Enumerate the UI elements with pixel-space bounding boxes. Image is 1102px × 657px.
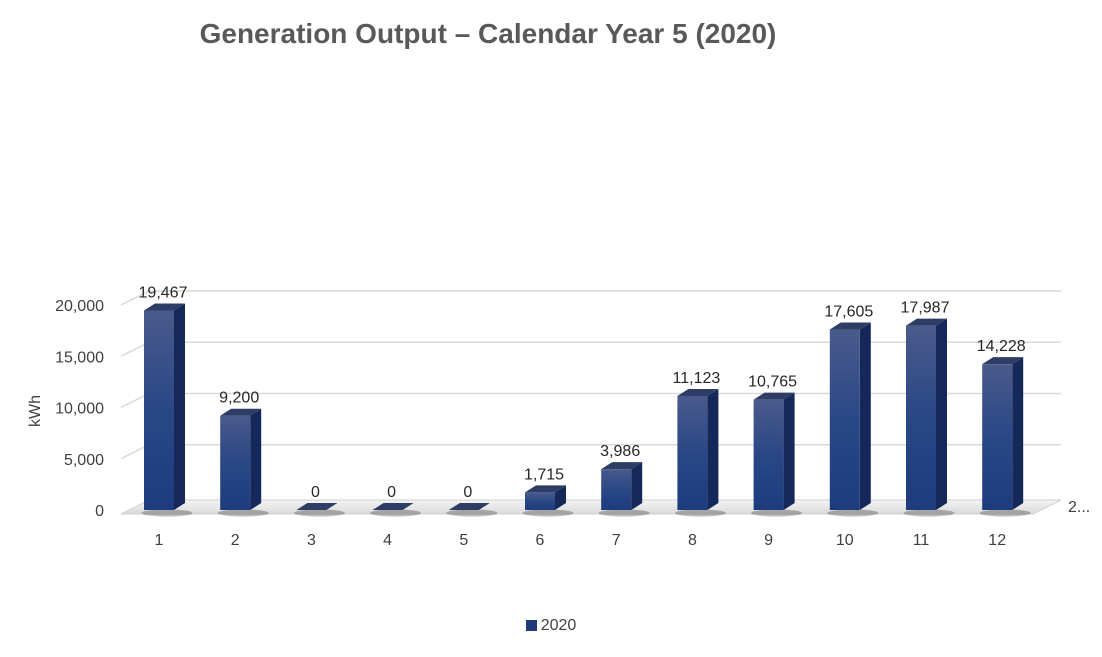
- x-tick-label: 3: [307, 532, 316, 549]
- bar-side: [174, 303, 185, 510]
- bar-top: [296, 503, 338, 510]
- bar-top: [220, 408, 262, 416]
- bar-side: [1012, 357, 1024, 510]
- bar-shadow: [293, 509, 345, 517]
- data-label: 0: [463, 484, 472, 501]
- bar-side: [631, 462, 643, 510]
- y-axis: 0 5,000 10,000 15,000 20,000: [55, 298, 104, 520]
- bar-top: [372, 503, 414, 510]
- x-axis: 1 2 3 4 5 6 7 8 9 10 11 12: [155, 532, 1007, 549]
- bar: [144, 310, 174, 510]
- bar-top: [601, 462, 643, 470]
- bar-shadow: [446, 509, 498, 517]
- bar: [677, 395, 708, 510]
- y-axis-title: kWh: [27, 395, 44, 427]
- data-label: 17,987: [901, 300, 950, 317]
- bar: [601, 469, 632, 510]
- y-tick-label: 0: [95, 503, 104, 520]
- bar-shadow: [674, 509, 726, 517]
- x-tick-label: 2: [231, 532, 240, 549]
- gridline: [120, 290, 150, 306]
- bar: [220, 415, 251, 510]
- x-tick-label: 9: [764, 532, 773, 549]
- legend: 2020: [0, 617, 1102, 635]
- bar-top: [906, 318, 947, 326]
- y-tick-label: 5,000: [64, 452, 104, 469]
- bars: [141, 303, 1031, 517]
- bar-shadow: [141, 509, 193, 517]
- data-label: 9,200: [219, 390, 259, 407]
- bar: [906, 325, 936, 510]
- bar-shadow: [598, 509, 650, 517]
- bar-top: [525, 485, 566, 493]
- legend-swatch: [525, 620, 537, 631]
- bar-top: [144, 303, 185, 311]
- floor-plane: [120, 499, 1062, 515]
- bar-top: [829, 322, 871, 330]
- data-labels: 19,467 9,200 0 0 0 1,715 3,986 11,123 10,765 17,6…: [139, 284, 1026, 501]
- bar: [753, 399, 784, 510]
- x-tick-label: 8: [688, 532, 697, 549]
- bar-shadow: [522, 509, 574, 517]
- depth-axis-label: 2...: [1068, 499, 1090, 516]
- bar-shadow: [903, 509, 955, 517]
- bar-shadow: [751, 509, 803, 517]
- y-tick-label: 20,000: [55, 298, 104, 315]
- x-tick-label: 6: [536, 532, 545, 549]
- data-label: 1,715: [524, 466, 564, 483]
- data-label: 0: [311, 484, 320, 501]
- bar: [525, 492, 555, 510]
- data-label: 14,228: [977, 338, 1026, 355]
- x-tick-label: 1: [155, 532, 164, 549]
- x-tick-label: 11: [913, 532, 930, 549]
- data-label: 19,467: [139, 284, 188, 301]
- bar-shadow: [979, 509, 1031, 517]
- bar-side: [250, 408, 262, 510]
- bar-side: [555, 485, 566, 510]
- x-tick-label: 10: [836, 532, 854, 549]
- bar-shadow: [370, 509, 422, 517]
- bar-top: [982, 357, 1024, 365]
- data-label: 11,123: [673, 370, 721, 387]
- data-label: 0: [387, 484, 396, 501]
- x-tick-label: 4: [383, 532, 392, 549]
- bar-side: [936, 318, 947, 510]
- y-tick-label: 10,000: [55, 401, 104, 418]
- chart-title: Generation Output – Calendar Year 5 (202…: [199, 18, 777, 49]
- bar-shadow: [217, 509, 269, 517]
- bar-shadow: [827, 509, 879, 517]
- bar-side: [859, 322, 871, 510]
- data-label: 10,765: [748, 374, 797, 391]
- bar-top: [448, 503, 490, 510]
- x-tick-label: 7: [612, 532, 621, 549]
- y-tick-label: 15,000: [55, 349, 104, 366]
- x-tick-label: 12: [988, 532, 1006, 549]
- x-tick-label: 5: [459, 532, 468, 549]
- data-label: 17,605: [824, 304, 873, 321]
- bar-top: [677, 388, 719, 396]
- bar-top: [753, 392, 795, 400]
- legend-label: 2020: [540, 617, 577, 634]
- bar: [982, 364, 1013, 510]
- chart-floor: [120, 499, 1062, 515]
- data-label: 3,986: [600, 443, 640, 460]
- bar-side: [707, 388, 719, 510]
- bar-side: [783, 392, 795, 510]
- bar: [829, 329, 860, 510]
